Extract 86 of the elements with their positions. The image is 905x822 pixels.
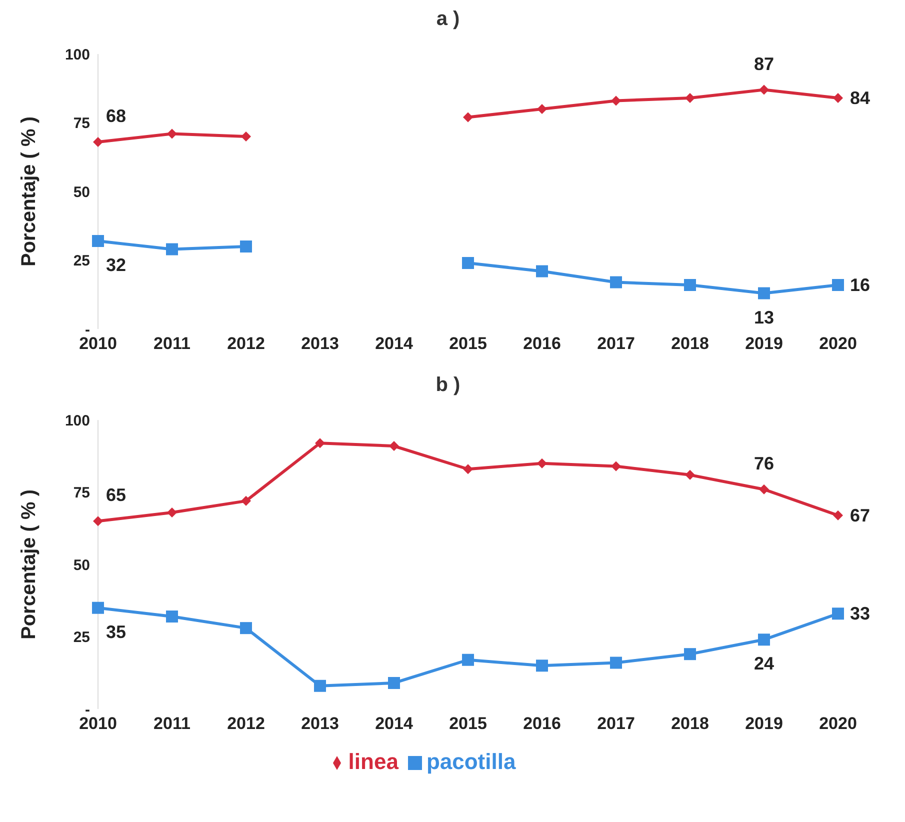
y-axis-title: Porcentaje ( % )	[18, 116, 40, 267]
data-label: 67	[850, 505, 870, 526]
point	[611, 461, 621, 472]
x-tick-label: 2011	[154, 334, 190, 354]
point	[388, 676, 400, 689]
point	[166, 243, 178, 256]
x-tick-label: 2013	[301, 714, 339, 734]
y-tick-label: 75	[73, 115, 90, 132]
point	[314, 680, 326, 692]
point	[389, 441, 399, 452]
point	[241, 132, 251, 142]
x-tick-label: 2013	[301, 334, 339, 354]
data-label: 35	[106, 622, 126, 642]
y-tick-label: 50	[73, 184, 90, 201]
point	[832, 608, 844, 620]
point	[684, 648, 696, 660]
y-tick-label: 100	[64, 46, 90, 64]
point	[93, 516, 103, 526]
data-label: 16	[850, 275, 870, 295]
point	[463, 112, 473, 122]
data-label: 13	[754, 307, 774, 328]
point	[463, 464, 473, 474]
point	[167, 128, 177, 139]
legend-label: pacotilla	[426, 749, 516, 774]
point	[240, 240, 252, 252]
x-tick-label: 2018	[671, 334, 709, 354]
point	[759, 484, 769, 494]
point	[166, 610, 178, 623]
y-tick-label: 75	[73, 484, 90, 502]
x-tick-label: 2015	[449, 334, 487, 354]
point	[685, 470, 695, 480]
point	[610, 656, 622, 669]
x-tick-label: 2019	[745, 334, 783, 354]
point	[832, 279, 844, 291]
y-tick-label: 25	[73, 252, 90, 270]
x-tick-label: 2014	[375, 714, 414, 734]
x-tick-label: 2020	[819, 714, 857, 734]
point	[462, 257, 474, 269]
point	[240, 622, 252, 634]
point	[92, 602, 104, 614]
data-label: 68	[106, 106, 126, 126]
data-label: 76	[754, 453, 774, 474]
point	[537, 104, 547, 114]
x-tick-label: 2016	[523, 714, 561, 734]
point	[536, 660, 548, 672]
x-tick-label: 2019	[745, 714, 783, 734]
point	[167, 507, 177, 518]
data-label: 33	[850, 604, 870, 624]
point	[684, 279, 696, 291]
point	[611, 96, 621, 106]
point	[536, 265, 548, 278]
point	[537, 458, 547, 468]
y-tick-label: 25	[73, 629, 90, 646]
x-tick-label: 2012	[227, 334, 265, 354]
data-label: 24	[754, 654, 774, 674]
point	[93, 137, 103, 147]
chart-title: b )	[434, 374, 462, 398]
data-label: 84	[850, 88, 870, 108]
y-axis-title: Porcentaje ( % )	[18, 489, 40, 640]
point	[462, 654, 474, 666]
x-tick-label: 2017	[597, 334, 635, 354]
chart-title: a )	[435, 8, 461, 32]
point	[685, 93, 695, 103]
x-tick-label: 2016	[523, 334, 561, 354]
legend-label: linea	[348, 749, 398, 774]
x-tick-label: 2014	[375, 334, 414, 354]
x-tick-label: 2015	[449, 714, 487, 734]
point	[833, 93, 843, 103]
x-tick-label: 2018	[671, 714, 709, 734]
x-tick-label: 2012	[227, 714, 265, 734]
point	[610, 276, 622, 288]
data-label: 32	[106, 255, 126, 275]
point	[759, 84, 769, 95]
point	[92, 235, 104, 247]
point	[833, 510, 843, 520]
data-label: 65	[106, 485, 126, 506]
x-tick-label: 2017	[597, 714, 635, 734]
x-tick-label: 2020	[819, 334, 857, 354]
point	[758, 287, 770, 300]
y-tick-label: 50	[73, 556, 90, 574]
data-label: 87	[754, 54, 774, 74]
point	[758, 634, 770, 646]
point	[241, 496, 251, 506]
y-tick-label: 100	[64, 412, 90, 430]
x-tick-label: 2011	[154, 714, 190, 734]
point	[315, 438, 325, 448]
